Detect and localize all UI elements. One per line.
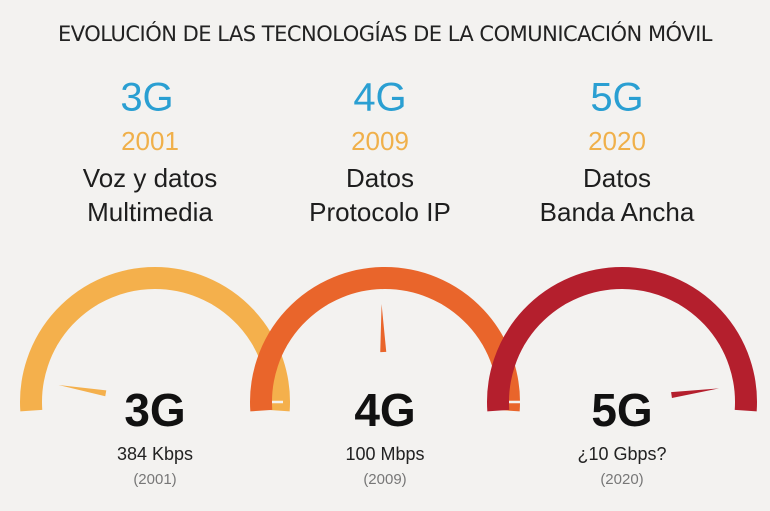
gauge-speed: 100 Mbps: [345, 444, 424, 464]
gauge-year: (2009): [363, 471, 406, 488]
generation: 4G: [353, 76, 406, 120]
gauge-tick: [242, 344, 254, 353]
gauge-tick: [709, 344, 721, 353]
gauge-tick: [523, 344, 535, 353]
generation: 3G: [120, 76, 173, 120]
gauge-tick: [564, 303, 573, 315]
description: Protocolo IP: [309, 197, 451, 227]
gauge-year: (2020): [600, 471, 643, 488]
generation: 5G: [590, 76, 643, 120]
gauge-tick: [434, 303, 443, 315]
gauge-label: 4G: [354, 384, 415, 436]
gauge-tick: [327, 303, 336, 315]
description: Voz y datos: [83, 163, 217, 193]
gauge-needle: [671, 388, 720, 399]
gauge-tick: [204, 303, 213, 315]
year: 2009: [351, 126, 409, 156]
gauge-tick: [472, 344, 484, 353]
description: Banda Ancha: [540, 197, 695, 227]
gauge-tick: [56, 344, 68, 353]
gauge-speed: 384 Kbps: [117, 444, 193, 464]
gauge-needle: [58, 384, 107, 397]
year: 2020: [588, 126, 646, 156]
gauge-needle: [380, 304, 387, 353]
gauge-speed: ¿10 Gbps?: [577, 444, 666, 464]
description: Datos: [583, 163, 651, 193]
gauge-tick: [671, 303, 680, 315]
gauge-label: 5G: [591, 384, 652, 436]
description: Datos: [346, 163, 414, 193]
gauge-arc: [487, 267, 757, 412]
gauge-tick: [286, 344, 298, 353]
gauge-tick: [97, 303, 106, 315]
title: EVOLUCIÓN DE LAS TECNOLOGÍAS DE LA COMUN…: [58, 21, 713, 46]
year: 2001: [121, 126, 179, 156]
gauge-label: 3G: [124, 384, 185, 436]
description: Multimedia: [87, 197, 213, 227]
gauge-year: (2001): [133, 471, 176, 488]
